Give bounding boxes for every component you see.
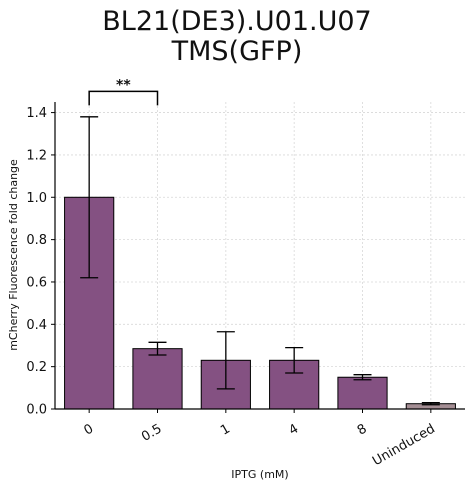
y-ticks: 0.0 0.2 0.4 0.6 0.8 1.0 1.2 1.4	[26, 106, 55, 418]
error-bars	[80, 116, 440, 406]
y-tick-label: 1.2	[26, 148, 47, 163]
axes	[54, 102, 465, 410]
bar	[337, 376, 388, 410]
x-ticks: 0 0.5 1 4 8 Uninduced	[81, 409, 438, 469]
bars	[64, 196, 456, 410]
x-tick-label: 0.5	[139, 421, 164, 444]
grid	[55, 102, 465, 410]
significance-bracket	[88, 90, 159, 106]
chart-title-line-1: BL21(DE3).U01.U07	[102, 6, 372, 37]
y-axis-label: mCherry Fluorescence fold change	[7, 159, 20, 351]
y-tick-label: 0.0	[26, 403, 47, 418]
y-tick-label: 1.4	[26, 106, 47, 121]
x-axis-label: IPTG (mM)	[231, 468, 288, 481]
chart-title-line-2: TMS(GFP)	[171, 36, 303, 67]
x-tick-label: 4	[286, 421, 301, 438]
y-tick-label: 0.4	[26, 318, 47, 333]
x-tick-label: 0	[81, 421, 96, 438]
y-tick-label: 0.6	[26, 275, 47, 290]
x-tick-label: Uninduced	[370, 421, 438, 469]
y-tick-label: 0.2	[26, 360, 47, 375]
significance-stars: **	[116, 77, 131, 93]
y-tick-label: 1.0	[26, 191, 47, 206]
y-tick-label: 0.8	[26, 233, 47, 248]
x-tick-label: 1	[218, 421, 233, 438]
x-tick-label: 8	[355, 421, 370, 438]
bar	[132, 348, 183, 410]
significance-annotation: **	[88, 77, 159, 106]
